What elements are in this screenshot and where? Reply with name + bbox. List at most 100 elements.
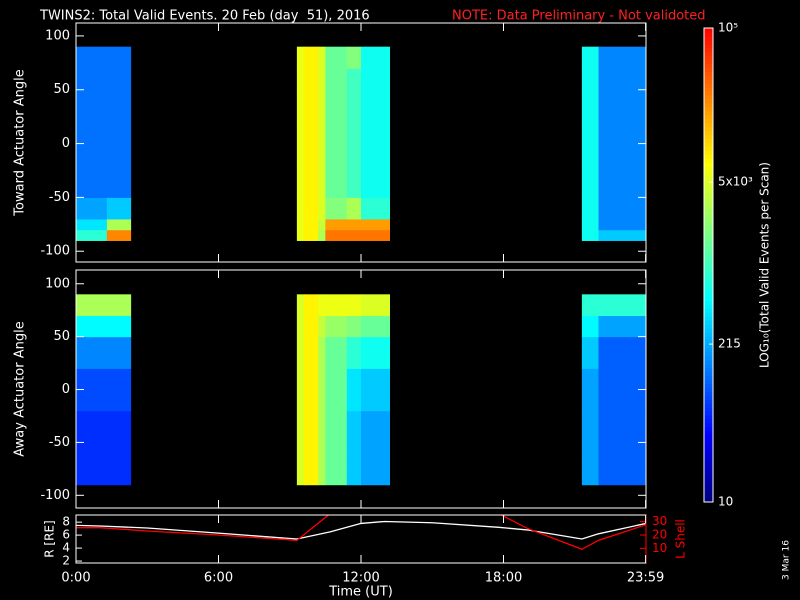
- heatmap-cell: [296, 294, 305, 316]
- chart-title: TWINS2: Total Valid Events. 20 Feb (day …: [39, 9, 370, 24]
- y-tick-label: 4: [62, 541, 70, 555]
- colorbar-strip: [704, 182, 713, 187]
- heatmap-cell: [76, 368, 132, 412]
- colorbar-strip: [704, 344, 713, 349]
- y2-tick-label: 30: [652, 514, 667, 528]
- colorbar-strip: [704, 304, 713, 309]
- colorbar-strip: [704, 205, 713, 211]
- colorbar-strip: [704, 328, 713, 333]
- colorbar-strip: [704, 154, 713, 159]
- colorbar-strip: [704, 478, 713, 483]
- heatmap-cell: [296, 89, 305, 123]
- x-tick-label: 12:00: [342, 571, 379, 586]
- heatmap-cell: [304, 410, 319, 443]
- colorbar-strip: [704, 316, 713, 321]
- heatmap-cell: [581, 46, 599, 69]
- colorbar-strip: [704, 379, 713, 384]
- heatmap-cell: [296, 197, 305, 220]
- colorbar-strip: [704, 454, 713, 460]
- heatmap-cell: [304, 336, 319, 369]
- heatmap-cell: [318, 197, 326, 220]
- colorbar-strip: [704, 288, 713, 294]
- heatmap-cell: [598, 46, 647, 69]
- y-tick-label: 2: [62, 554, 70, 568]
- colorbar-strip: [704, 458, 713, 463]
- colorbar-strip: [704, 276, 713, 282]
- heatmap-cell: [325, 197, 348, 220]
- colorbar-strip: [704, 63, 713, 68]
- heatmap-cell: [318, 68, 326, 91]
- heatmap-cell: [361, 368, 390, 412]
- heatmap-cell: [106, 229, 132, 241]
- heatmap-cell: [106, 46, 132, 69]
- heatmap-cell: [318, 218, 326, 231]
- colorbar-strip: [704, 466, 713, 471]
- colorbar-strip: [704, 486, 713, 491]
- heatmap-cell: [598, 315, 647, 338]
- y-tick-label: 0: [62, 136, 70, 151]
- heatmap-cell: [106, 122, 132, 166]
- colorbar-strip: [704, 280, 713, 286]
- heatmap-cell: [325, 368, 348, 412]
- heatmap-cell: [581, 229, 599, 241]
- colorbar-strip: [704, 229, 713, 234]
- heatmap-cell: [76, 218, 108, 231]
- colorbar-strip: [704, 55, 713, 61]
- x-tick-label: 23:59: [627, 571, 664, 586]
- heatmap-cell: [598, 474, 647, 486]
- heatmap-cell: [598, 218, 647, 231]
- heatmap-cell: [304, 89, 319, 123]
- heatmap-cell: [296, 218, 305, 231]
- heatmap-cell: [361, 197, 390, 220]
- colorbar-strip: [704, 225, 713, 230]
- heatmap-cell: [318, 336, 326, 369]
- heatmap-cell: [296, 68, 305, 91]
- date-stamp: 3 Mar 16: [782, 540, 792, 580]
- heatmap-cell: [76, 165, 108, 198]
- heatmap-cell: [296, 463, 305, 475]
- colorbar-strip: [704, 107, 713, 112]
- heatmap-cell: [76, 229, 108, 241]
- heatmap-cell: [76, 89, 108, 123]
- heatmap-cell: [346, 229, 362, 241]
- colorbar-strip: [704, 39, 713, 45]
- colorbar-strip: [704, 59, 713, 65]
- heatmap-cell: [361, 294, 390, 316]
- heatmap-cell: [304, 122, 319, 166]
- heatmap-cell: [325, 68, 348, 91]
- heatmap-cell: [581, 442, 599, 465]
- y-tick-label: 50: [53, 82, 70, 97]
- heatmap-cell: [76, 410, 132, 443]
- heatmap-cell: [325, 294, 348, 316]
- colorbar-strip: [704, 375, 713, 381]
- colorbar-strip: [704, 118, 713, 124]
- heatmap-cell: [346, 165, 362, 198]
- heatmap-cell: [325, 336, 348, 369]
- heatmap-cell: [346, 197, 362, 220]
- colorbar-label: LOG₁₀(Total Valid Events per Scan): [758, 162, 772, 368]
- heatmap-cell: [581, 410, 599, 443]
- heatmap-cell: [318, 294, 326, 316]
- colorbar-strip: [704, 423, 713, 428]
- heatmap-cell: [361, 218, 390, 231]
- heatmap-cell: [76, 463, 132, 475]
- heatmap-cell: [304, 229, 319, 241]
- heatmap-cell: [318, 315, 326, 338]
- heatmap-cell: [76, 315, 132, 338]
- heatmap-cell: [76, 336, 132, 369]
- heatmap-cell: [304, 368, 319, 412]
- heatmap-cell: [346, 122, 362, 166]
- colorbar-strip: [704, 261, 713, 266]
- heatmap-cell: [318, 410, 326, 443]
- colorbar-strip: [704, 411, 713, 416]
- heatmap-cell: [598, 68, 647, 91]
- heatmap-cell: [346, 463, 362, 475]
- colorbar-strip: [704, 249, 713, 254]
- colorbar-strip: [704, 450, 713, 456]
- heatmap-cell: [581, 122, 599, 166]
- colorbar-strip: [704, 442, 713, 448]
- colorbar-strip: [704, 158, 713, 163]
- colorbar-strip: [704, 387, 713, 392]
- heatmap-cell: [76, 68, 108, 91]
